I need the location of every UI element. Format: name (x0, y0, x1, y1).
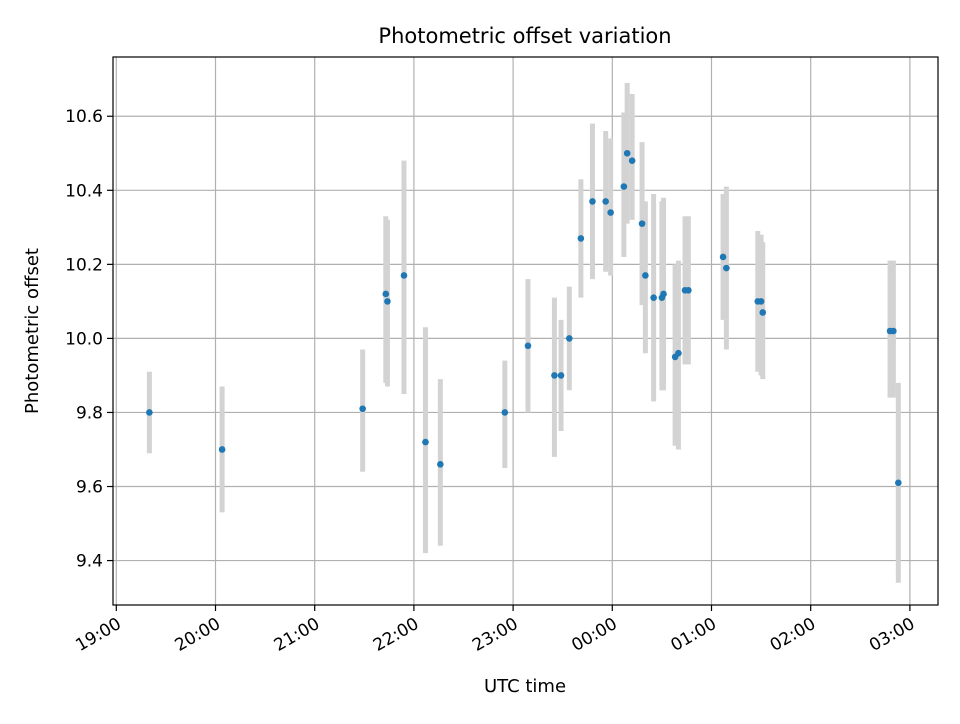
x-tick-label: 21:00 (271, 614, 323, 656)
data-point (400, 272, 408, 279)
data-point (422, 438, 429, 446)
data-point (382, 290, 390, 298)
y-axis-ticks: 9.4 9.6 9.8 10.0 10.2 10.4 10.6 (65, 107, 113, 572)
y-tick-label: 10.4 (65, 181, 103, 201)
x-tick-label: 03:00 (866, 614, 918, 656)
data-point (501, 409, 509, 416)
y-tick-label: 10.0 (65, 329, 103, 349)
data-point (890, 327, 897, 335)
y-tick-label: 9.8 (76, 403, 103, 423)
data-point (359, 405, 366, 413)
data-point (384, 298, 391, 305)
data-point (557, 372, 565, 379)
x-tick-label: 22:00 (370, 614, 422, 656)
data-point (759, 309, 767, 316)
data-point (675, 349, 682, 357)
errorbar-layer (146, 82, 901, 583)
data-point (566, 335, 573, 342)
data-point (437, 460, 444, 468)
x-tick-label: 01:00 (668, 614, 720, 656)
data-point (895, 479, 902, 487)
grid-layer (113, 57, 938, 605)
x-tick-label: 00:00 (568, 614, 620, 656)
data-point (623, 149, 631, 157)
data-point (602, 198, 609, 205)
data-point (719, 253, 727, 261)
data-point (638, 220, 646, 227)
data-point (524, 342, 532, 350)
x-tick-label: 02:00 (767, 614, 819, 656)
data-point (620, 183, 628, 190)
data-point (628, 157, 636, 164)
data-point (642, 272, 649, 279)
data-point (685, 286, 692, 294)
chart-title: Photometric offset variation (378, 24, 671, 48)
data-point (551, 372, 558, 379)
x-axis-ticks: 19:00 20:00 21:00 22:00 23:00 00:00 01:00 02:00… (72, 605, 918, 656)
x-tick-label: 23:00 (469, 614, 521, 656)
y-tick-label: 9.6 (76, 478, 103, 498)
x-axis-label: UTC time (484, 676, 566, 697)
x-tick-label: 20:00 (172, 614, 224, 656)
y-tick-label: 10.2 (65, 255, 103, 275)
data-point (607, 209, 614, 216)
data-point (589, 198, 596, 205)
x-tick-label: 19:00 (72, 614, 124, 656)
data-point (723, 264, 730, 272)
y-tick-label: 10.6 (65, 107, 103, 127)
plot-frame (112, 56, 939, 606)
point-layer (146, 149, 902, 487)
data-point (650, 294, 657, 301)
data-point (146, 409, 153, 416)
y-axis-label: Photometric offset (22, 248, 43, 414)
data-point (218, 446, 226, 453)
data-point (660, 290, 667, 298)
data-point (757, 298, 765, 305)
data-point (577, 235, 585, 242)
y-tick-label: 9.4 (76, 552, 103, 572)
